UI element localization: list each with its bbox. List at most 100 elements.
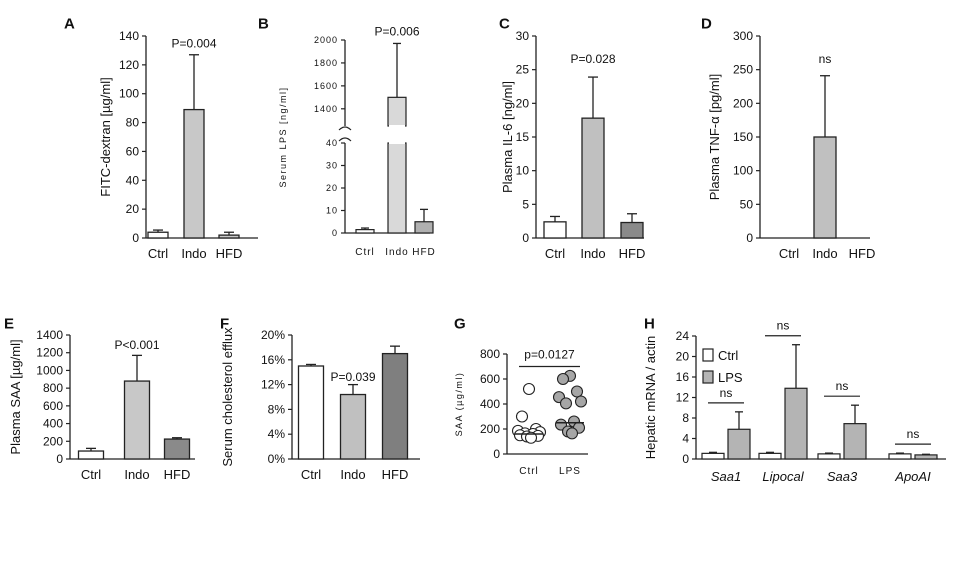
y-tick-label: 0%: [268, 452, 286, 466]
y-tick-label: 5: [522, 197, 529, 211]
bar-indo: [813, 136, 837, 239]
y-tick-label: 0: [332, 228, 338, 238]
chart-panel-a: 0 20 40 60 80 100 120 140 Ctrl Indo HFD P=0.004: [119, 29, 258, 261]
bar-hfd: [620, 221, 644, 239]
panel-letter-b: B: [258, 15, 269, 32]
data-point-lps: [574, 395, 588, 408]
y-tick-label: 50: [740, 197, 754, 211]
y-tick-label: 20: [676, 350, 690, 364]
y-tick-label: 20: [326, 183, 338, 193]
x-tick-label-indo: Indo: [124, 467, 149, 482]
y-tick-label: 400: [43, 417, 63, 431]
x-tick-label-ctrl: Ctrl: [519, 466, 539, 477]
bar-saa1-ctrl: [701, 452, 725, 460]
y-tick-label: 800: [480, 347, 500, 361]
x-tick-label-indo: Indo: [340, 467, 365, 482]
y-tick-label: 15: [516, 130, 530, 144]
panel-letter-f: F: [220, 315, 229, 332]
y-tick-label: 30: [516, 29, 530, 43]
y-tick-label: 8%: [268, 402, 286, 416]
x-tick-label-hfd: HFD: [412, 247, 436, 258]
y-tick-label: 8: [682, 411, 689, 425]
y-tick-label: 20%: [261, 328, 285, 342]
y-tick-label: 1400: [314, 104, 338, 114]
data-point-lps: [570, 385, 584, 398]
legend-swatch-lps: [702, 370, 714, 384]
x-tick-label-ctrl: Ctrl: [301, 467, 321, 482]
chart-panel-c: 0 5 10 15 20 25 30 Ctrl Indo HFD P=0.028: [516, 29, 646, 261]
data-point-ctrl: [524, 431, 538, 444]
y-axis-label-h: Hepatic mRNA / actin: [643, 336, 658, 460]
bar-hfd: [414, 221, 434, 234]
x-tick-label-ctrl: Ctrl: [545, 246, 565, 261]
panel-letter-g: G: [454, 315, 466, 332]
bar-ctrl: [147, 231, 169, 239]
y-tick-label: 1800: [314, 58, 338, 68]
significance-annotation: p=0.0127: [524, 348, 575, 362]
y-tick-label: 1600: [314, 81, 338, 91]
y-tick-label: 1000: [36, 363, 63, 377]
bar-hfd: [381, 352, 409, 460]
bar-lipocal-ctrl: [758, 452, 782, 460]
y-tick-label: 1200: [36, 346, 63, 360]
data-point-ctrl: [515, 410, 529, 423]
y-tick-label: 0: [746, 231, 753, 245]
y-tick-label: 4: [682, 432, 689, 446]
y-tick-label: 100: [119, 87, 139, 101]
bar-indo: [581, 117, 605, 239]
y-axis-label-b: Serum LPS [ng/ml]: [278, 86, 288, 187]
panel-letter-e: E: [4, 315, 14, 332]
y-tick-label: 200: [480, 422, 500, 436]
bar-ctrl: [355, 229, 375, 234]
panel-letter-a: A: [64, 15, 75, 32]
y-tick-label: 250: [733, 63, 753, 77]
bar-ctrl: [77, 450, 105, 460]
y-tick-label: 12%: [261, 378, 285, 392]
y-tick-label: 0: [682, 452, 689, 466]
legend-label-lps: LPS: [718, 370, 743, 385]
significance-annotation: ns: [777, 319, 790, 333]
y-tick-label: 400: [480, 397, 500, 411]
bar-indo: [123, 380, 151, 460]
significance-annotation: P<0.001: [114, 338, 159, 352]
y-axis-label-a: FITC-dextran [µg/ml]: [98, 77, 113, 196]
significance-annotation: P=0.039: [330, 370, 375, 384]
chart-panel-h: 0 4 8 12 16 20 24 ns Saa1 ns Lipocal ns Saa3 ns ApoAI C…: [676, 319, 946, 484]
panel-letter-h: H: [644, 315, 655, 332]
significance-annotation: ns: [836, 379, 849, 393]
y-tick-label: 20: [126, 202, 140, 216]
bar-hfd: [163, 438, 191, 460]
y-tick-label: 1400: [36, 328, 63, 342]
y-tick-label: 120: [119, 58, 139, 72]
y-tick-label: 40: [326, 138, 338, 148]
bar-apoai-lps: [914, 454, 938, 460]
chart-panel-b: 0 10 20 30 40 1400 1600 1800 2000 Ctrl P=0.006 Indo…: [314, 24, 436, 258]
y-tick-label: 25: [516, 63, 530, 77]
data-point-lps: [556, 372, 570, 386]
x-tick-label-ctrl: Ctrl: [779, 246, 799, 261]
x-tick-label-ctrl: Ctrl: [148, 246, 168, 261]
y-tick-label: 20: [516, 96, 530, 110]
bar-lipocal-lps: [784, 387, 808, 460]
y-tick-label: 100: [733, 164, 753, 178]
x-tick-label-hfd: HFD: [382, 467, 409, 482]
chart-panel-f: 0% 4% 8% 12% 16% 20% Ctrl Indo HFD P=0.039: [261, 328, 420, 482]
x-tick-label-ctrl: Ctrl: [81, 467, 101, 482]
panel-letter-c: C: [499, 15, 510, 32]
bar-saa1-lps: [727, 428, 751, 460]
y-axis-label-c: Plasma IL-6 [ng/ml]: [500, 81, 515, 193]
y-tick-label: 200: [733, 96, 753, 110]
y-tick-label: 600: [43, 399, 63, 413]
bar-indo-upper: [387, 96, 407, 127]
x-tick-label-hfd: HFD: [216, 246, 243, 261]
axis-break-upper: [338, 126, 352, 131]
y-tick-label: 0: [132, 231, 139, 245]
y-tick-label: 800: [43, 381, 63, 395]
x-tick-label-lipocal: Lipocal: [762, 469, 804, 484]
bar-apoai-ctrl: [888, 453, 912, 460]
y-tick-label: 40: [126, 173, 140, 187]
y-tick-label: 150: [733, 130, 753, 144]
significance-annotation: ns: [720, 386, 733, 400]
bar-indo: [339, 393, 367, 460]
y-tick-label: 16%: [261, 353, 285, 367]
